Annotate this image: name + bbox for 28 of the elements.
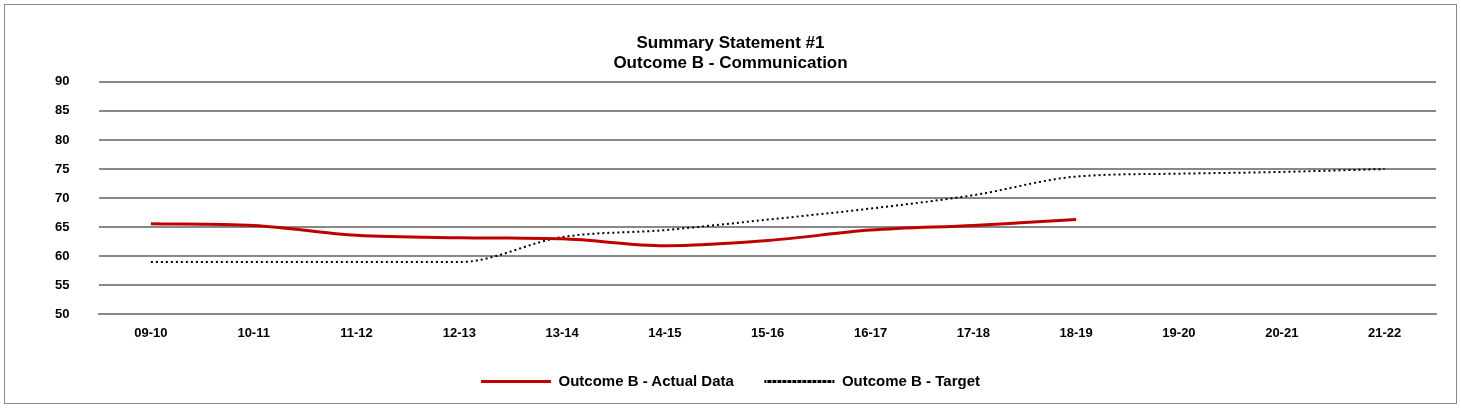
line-series bbox=[149, 218, 1078, 248]
y-tick-label: 65 bbox=[54, 218, 70, 234]
legend-label: Outcome B - Actual Data bbox=[558, 371, 735, 389]
y-tick-label: 50 bbox=[54, 305, 70, 321]
y-tick-label: 75 bbox=[54, 160, 70, 176]
x-tick-label: 19-20 bbox=[1162, 324, 1196, 340]
y-tick-label: 70 bbox=[54, 189, 70, 205]
x-tick-label: 15-16 bbox=[751, 324, 785, 340]
legend-label: Outcome B - Target bbox=[841, 371, 980, 389]
x-tick-label: 21-22 bbox=[1367, 324, 1402, 340]
line-series bbox=[149, 168, 1386, 264]
y-tick-label: 85 bbox=[54, 102, 70, 118]
text: Summary Statement #1 bbox=[636, 32, 825, 52]
x-tick-label: 11-12 bbox=[340, 324, 373, 340]
x-tick-label: 10-11 bbox=[237, 324, 270, 340]
y-tick-label: 60 bbox=[54, 247, 70, 263]
x-tick-label: 12-13 bbox=[442, 324, 476, 340]
x-tick-label: 09-10 bbox=[134, 324, 168, 340]
x-tick-label: 16-17 bbox=[853, 324, 888, 340]
x-tick-label: 18-19 bbox=[1059, 324, 1093, 340]
x-tick-label: 17-18 bbox=[956, 324, 990, 340]
y-tick-label: 55 bbox=[54, 276, 70, 292]
y-tick-label: 80 bbox=[54, 131, 70, 147]
x-tick-label: 13-14 bbox=[545, 324, 580, 340]
x-tick-label: 14-15 bbox=[648, 324, 682, 340]
y-tick-label: 90 bbox=[54, 73, 70, 89]
x-tick-label: 20-21 bbox=[1265, 324, 1299, 340]
text: Outcome B - Communication bbox=[613, 53, 848, 73]
